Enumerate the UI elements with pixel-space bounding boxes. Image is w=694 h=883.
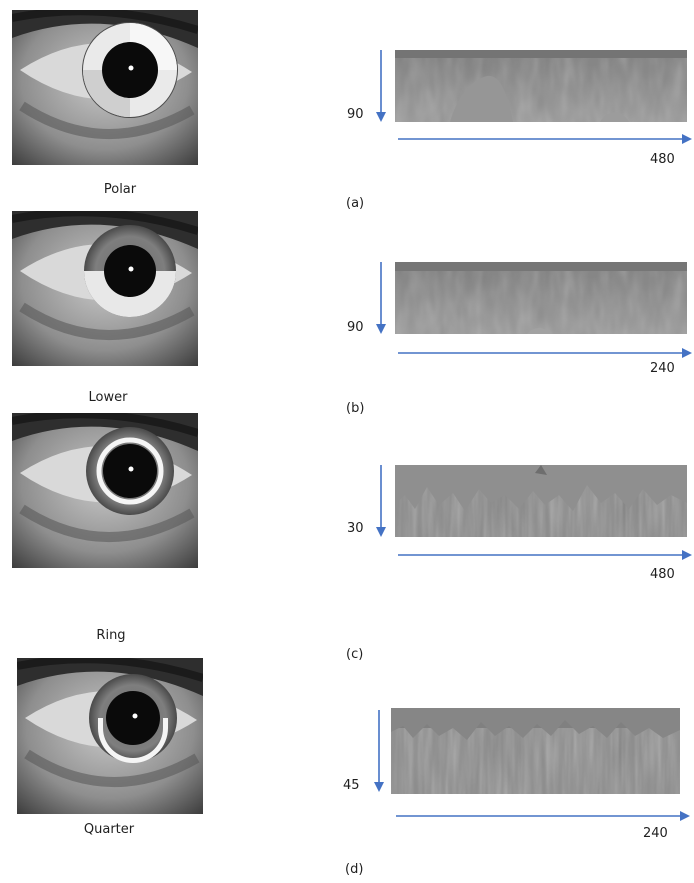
height-value-d: 45 (343, 778, 360, 793)
width-arrow-c (398, 546, 693, 565)
width-value-a: 480 (650, 152, 675, 167)
width-arrow-a (398, 130, 693, 149)
normalized-strip-c (395, 465, 687, 537)
height-value-c: 30 (347, 521, 364, 536)
method-label-quarter: Quarter (83, 822, 135, 837)
width-arrow-b (398, 344, 693, 363)
height-value-b: 90 (347, 320, 364, 335)
height-value-a: 90 (347, 107, 364, 122)
normalized-strip-d (391, 708, 680, 794)
eye-image-ring (12, 413, 198, 568)
height-arrow-a (375, 50, 387, 126)
method-label-polar: Polar (103, 182, 137, 197)
subfigure-label-a: (a) (346, 196, 365, 211)
height-arrow-d (373, 710, 385, 796)
subfigure-label-b: (b) (346, 401, 365, 416)
eye-image-quarter (17, 658, 203, 814)
eye-image-lower (12, 211, 198, 366)
normalized-strip-a (395, 50, 687, 122)
width-value-c: 480 (650, 567, 675, 582)
subfigure-label-d: (d) (345, 862, 364, 877)
height-arrow-c (375, 465, 387, 541)
method-label-lower: Lower (88, 390, 128, 405)
width-value-b: 240 (650, 361, 675, 376)
normalized-strip-b (395, 262, 687, 334)
width-arrow-d (396, 807, 691, 826)
eye-image-polar (12, 10, 198, 165)
method-label-ring: Ring (96, 628, 126, 643)
width-value-d: 240 (643, 826, 668, 841)
subfigure-label-c: (c) (346, 647, 364, 662)
height-arrow-b (375, 262, 387, 338)
